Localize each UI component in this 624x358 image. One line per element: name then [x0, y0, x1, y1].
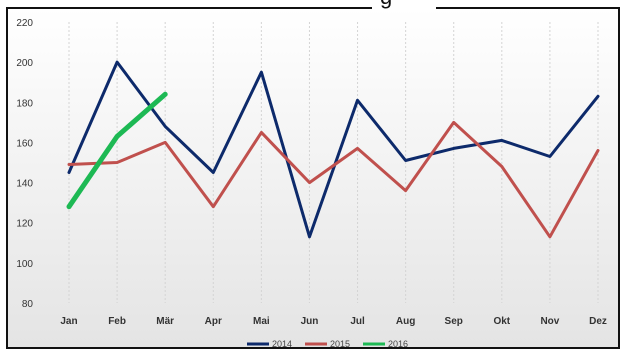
x-tick-label: Mai [253, 316, 270, 327]
y-tick-label: 80 [22, 299, 34, 310]
x-tick-label: Dez [589, 316, 607, 327]
legend-label-2014: 2014 [272, 339, 292, 349]
x-tick-label: Jan [60, 316, 77, 327]
x-tick-label: Mär [156, 316, 174, 327]
legend-label-2016: 2016 [388, 339, 408, 349]
y-tick-label: 220 [16, 18, 33, 29]
x-tick-label: Feb [108, 316, 126, 327]
series-layer [66, 60, 600, 239]
legend-label-2015: 2015 [330, 339, 350, 349]
series-line-2015 [67, 120, 600, 239]
y-tick-label: 120 [16, 219, 33, 230]
x-tick-label: Okt [493, 316, 510, 327]
x-tick-label: Jun [301, 316, 319, 327]
y-tick-label: 140 [16, 179, 33, 190]
chart-title-fragment: g [380, 0, 392, 9]
chart-border [6, 7, 620, 349]
legend: 2014 2015 2016 [247, 339, 408, 349]
x-axis-ticks: Jan Feb Mär Apr Mai Jun Jul Aug Sep Okt Nov Dez [60, 316, 607, 327]
y-tick-label: 160 [16, 138, 33, 149]
series-line-2014 [67, 60, 600, 239]
title-mask [372, 0, 436, 10]
x-tick-label: Sep [445, 316, 463, 327]
series-line-2016 [66, 91, 168, 210]
x-tick-label: Aug [396, 316, 415, 327]
y-axis-ticks: 80 100 120 140 160 180 200 220 [16, 18, 33, 310]
y-tick-label: 180 [16, 98, 33, 109]
y-tick-label: 100 [16, 259, 33, 270]
x-tick-label: Jul [350, 316, 365, 327]
x-tick-label: Nov [540, 316, 559, 327]
x-tick-label: Apr [205, 316, 222, 327]
y-tick-label: 200 [16, 58, 33, 69]
